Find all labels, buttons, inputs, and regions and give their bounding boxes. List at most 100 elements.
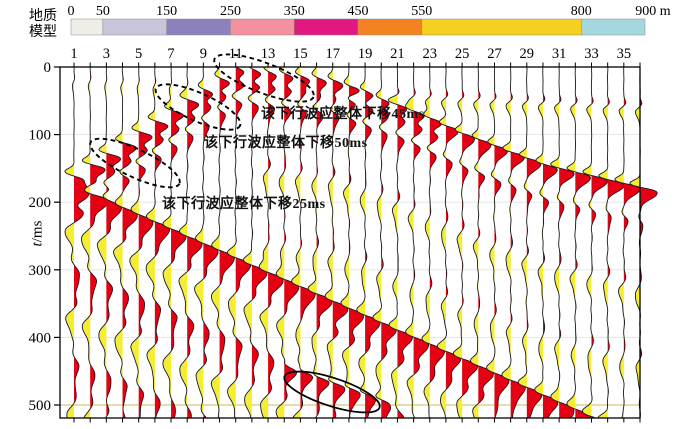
trace-number-label: 3 (103, 46, 110, 62)
wiggle-positive-fill (316, 67, 333, 418)
wiggle-negative-fill (405, 67, 414, 418)
wiggle-positive-fill (332, 67, 348, 418)
wiggle-positive-fill (203, 67, 219, 418)
wiggle-trace-line (81, 67, 109, 418)
colorbar-segment (580, 18, 646, 36)
time-tick-label: 100 (29, 128, 52, 144)
wiggle-positive-fill (542, 67, 558, 418)
trace-number-row: 1 3 5 7 9 11 13 15 17 19 21 23 25 27 29 31 33 35 (70, 46, 631, 62)
wiggle-positive-fill (381, 67, 397, 418)
colorbar-segment (357, 18, 423, 36)
wiggle-trace-line (452, 67, 479, 418)
time-axis-title: t/ms (30, 208, 47, 260)
wiggle-positive-fill (154, 67, 170, 418)
wiggle-trace-line (629, 67, 658, 418)
annotation-shift-25ms: 该下行波应整体下移25ms (162, 197, 326, 212)
wiggle-positive-fill (494, 67, 509, 418)
wiggle-trace-line (291, 67, 316, 418)
annotation-shift-45ms: 该下行波应整体下移45ms (261, 107, 425, 122)
wiggle-trace-line (581, 67, 608, 418)
wiggle-negative-fill (243, 67, 252, 418)
colorbar-tick-label: 150 (156, 4, 177, 19)
wiggle-negative-fill (64, 67, 74, 418)
wiggle-negative-fill (227, 67, 236, 418)
trace-number-label: 17 (325, 46, 340, 62)
wiggle-positive-fill (348, 67, 364, 418)
colorbar-tick-label: 50 (96, 4, 110, 19)
trace-number-label: 33 (584, 46, 599, 62)
wiggle-trace-line (387, 67, 413, 418)
colorbar-tick-label: 550 (411, 4, 432, 19)
time-tick-label: 200 (29, 195, 52, 211)
wiggle-negative-fill (211, 67, 220, 418)
time-tick-label: 300 (29, 263, 52, 279)
dashed-highlight-ellipse (89, 137, 181, 189)
wiggle-negative-fill (582, 67, 592, 418)
plot-axes: 0 100 200 300 400 500 (29, 60, 641, 423)
wiggle-negative-fill (291, 67, 301, 418)
wiggle-negative-fill (97, 67, 107, 418)
wiggle-negative-fill (422, 67, 430, 418)
wiggle-trace-line (113, 67, 138, 418)
colorbar-segment (293, 18, 359, 36)
wiggle-positive-fill (219, 67, 235, 418)
colorbar-tick-label: 450 (348, 4, 369, 19)
annotation-ellipses (89, 53, 381, 414)
wiggle-negative-fill (81, 67, 91, 418)
geology-model-label-line1: 地质 (29, 9, 57, 24)
wiggle-trace-line (436, 67, 462, 418)
wiggle-negative-fill (129, 67, 139, 418)
wiggle-negative-fill (162, 67, 172, 418)
wiggle-trace-line (162, 67, 187, 418)
trace-number-label: 35 (617, 46, 632, 62)
wiggle-trace-line (96, 67, 122, 418)
colorbar-segment (421, 18, 582, 36)
wiggle-trace-line (597, 67, 625, 418)
colorbar-tick-label: 900 m (635, 4, 671, 19)
wiggle-positive-fill (268, 67, 284, 418)
wiggle-negative-fill (373, 67, 382, 418)
trace-number-label: 29 (520, 46, 535, 62)
wiggle-positive-fill (510, 67, 526, 418)
wiggle-positive-fill (526, 67, 542, 418)
wiggle-negative-fill (356, 67, 366, 418)
wiggle-positive-fill (251, 67, 267, 418)
wiggle-trace-line (405, 67, 430, 418)
wiggle-trace-line (501, 67, 526, 418)
wiggle-trace-line (258, 67, 284, 418)
wiggle-trace-line (340, 67, 364, 418)
wiggle-trace-line (64, 67, 91, 418)
colorbar-segment (102, 18, 167, 36)
wiggle-negative-fill (486, 67, 495, 418)
trace-number-label: 27 (487, 46, 502, 62)
dashed-highlight-ellipse (154, 83, 242, 131)
geology-model-label-line2: 模型 (29, 25, 57, 40)
wiggle-trace-line (534, 67, 559, 418)
trace-number-label: 13 (261, 46, 276, 62)
trace-number-label: 21 (390, 46, 405, 62)
wiggle-negative-fill (629, 67, 640, 418)
annotation-shift-50ms: 该下行波应整体下移50ms (204, 136, 368, 151)
wiggle-trace-line (372, 67, 397, 418)
wiggle-negative-fill (388, 67, 398, 418)
trace-number-label: 31 (552, 46, 567, 62)
geology-colorbar: 0 50 150 250 350 450 550 800 900 m (68, 4, 671, 36)
wiggle-trace-line (307, 67, 333, 418)
wiggle-trace-line (470, 67, 494, 418)
wiggle-negative-fill (501, 67, 511, 418)
time-tick-label: 0 (44, 60, 52, 76)
wiggle-trace-line (550, 67, 575, 418)
wiggle-positive-fill (235, 67, 251, 418)
wiggle-positive-fill (365, 67, 381, 418)
wiggle-trace-line (566, 67, 592, 418)
trace-number-label: 9 (200, 46, 207, 62)
colorbar-tick-label: 0 (68, 4, 75, 19)
wiggle-negative-fill (598, 67, 608, 418)
wiggle-trace-line (227, 67, 252, 418)
wiggle-positive-fill (122, 67, 138, 418)
wiggle-positive-fill (106, 67, 122, 418)
wiggle-trace-line (275, 67, 300, 418)
wiggle-negative-fill (179, 67, 188, 418)
wiggle-negative-fill (259, 67, 269, 418)
